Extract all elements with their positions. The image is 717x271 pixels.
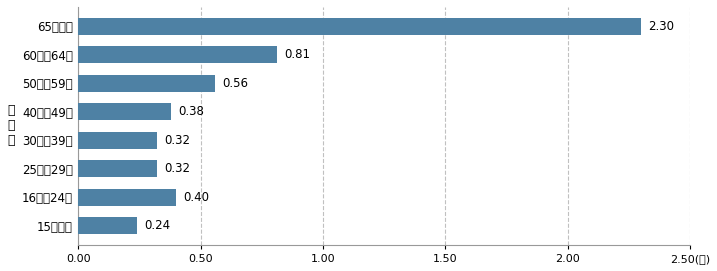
Text: 0.32: 0.32 (164, 162, 190, 175)
Text: 0.24: 0.24 (144, 219, 171, 232)
Text: 2.30: 2.30 (648, 20, 675, 33)
Y-axis label: 年
齢
層: 年 齢 層 (7, 105, 14, 147)
Text: 0.32: 0.32 (164, 134, 190, 147)
Text: 0.38: 0.38 (179, 105, 204, 118)
Bar (78, 217, 137, 234)
Bar (78, 160, 156, 177)
Bar (78, 18, 641, 35)
Text: 0.81: 0.81 (284, 48, 310, 61)
Bar (78, 189, 176, 206)
Text: 0.40: 0.40 (184, 191, 209, 204)
Bar (78, 46, 277, 63)
Bar (78, 103, 171, 120)
Bar (78, 132, 156, 149)
Bar (78, 75, 215, 92)
Text: 0.56: 0.56 (223, 77, 249, 90)
